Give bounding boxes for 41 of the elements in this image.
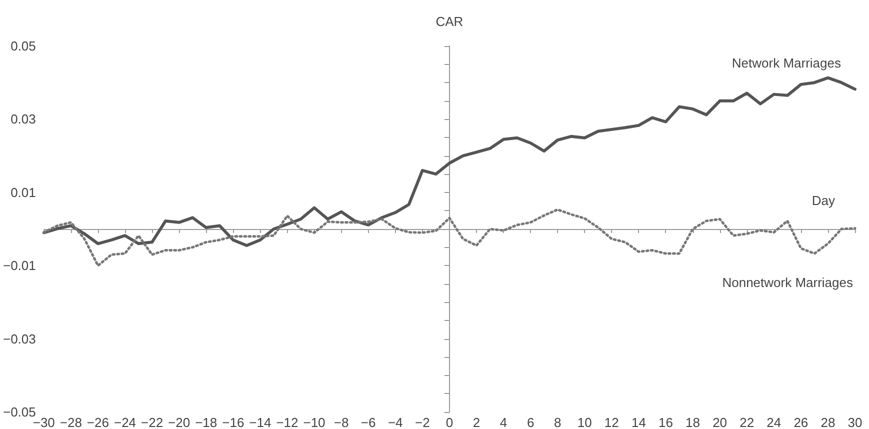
y-axis-title: CAR (436, 14, 464, 29)
x-tick-label: −24 (114, 415, 136, 429)
x-tick-label: 22 (740, 415, 754, 429)
y-tick-label: −0.03 (2, 331, 36, 346)
x-tick-label: 28 (820, 415, 836, 429)
x-tick-label: −8 (334, 415, 349, 429)
line-series (42, 76, 856, 247)
x-tick-label: 8 (554, 415, 562, 429)
text: Nonnetwork Marriages (722, 274, 854, 290)
x-tick-label: 4 (500, 415, 508, 429)
x-tick-label: 14 (631, 415, 646, 429)
x-tick-label: −16 (222, 415, 244, 429)
x-tick-label: −2 (414, 415, 430, 429)
x-tick-label: 10 (577, 415, 592, 429)
x-tick-label: 16 (658, 415, 673, 429)
x-tick-label: −18 (195, 415, 218, 429)
x-tick-label: 24 (766, 415, 782, 429)
y-tick-label: −0.01 (2, 258, 36, 274)
x-tick-label: −22 (141, 415, 164, 429)
y-tick-label: 0.03 (10, 112, 36, 127)
y-tick-label: 0.05 (10, 38, 36, 54)
x-tick-label: −26 (86, 415, 109, 429)
line-series (42, 208, 856, 267)
x-tick-label: −20 (168, 415, 190, 429)
y-tick-label: 0.01 (10, 184, 36, 200)
x-tick-label: 6 (526, 415, 534, 429)
x-axis-title: Day (812, 193, 836, 208)
x-tick-label: −14 (249, 415, 272, 429)
x-tick-label: 30 (848, 415, 862, 429)
x-tick-label: −10 (303, 415, 326, 429)
x-tick-label: −12 (276, 415, 298, 429)
x-tick-label: 18 (686, 415, 700, 429)
x-tick-label: 0 (446, 415, 454, 429)
x-tick-label: 26 (794, 415, 808, 429)
x-tick-label: 2 (472, 415, 480, 429)
x-tick-label: −28 (60, 415, 82, 429)
x-tick-label: −6 (360, 415, 376, 429)
x-tick-label: −4 (388, 415, 403, 429)
x-tick-label: 12 (604, 415, 619, 429)
x-tick-label: 20 (712, 415, 728, 429)
series-label: Network Marriages (732, 56, 842, 71)
